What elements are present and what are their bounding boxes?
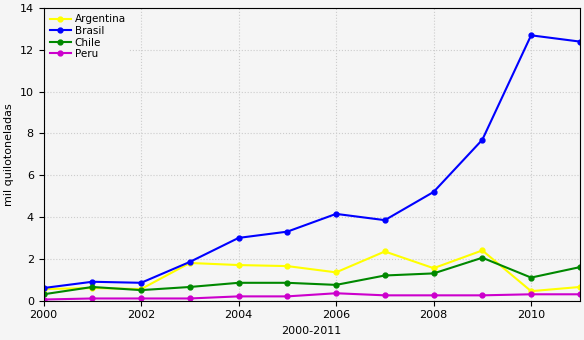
Chile xyxy=(527,275,534,279)
Brasil xyxy=(138,281,145,285)
Chile xyxy=(332,283,339,287)
Argentina xyxy=(138,287,145,291)
Chile xyxy=(479,256,486,260)
Line: Brasil: Brasil xyxy=(41,33,582,290)
Brasil xyxy=(284,230,291,234)
Brasil xyxy=(527,33,534,37)
Line: Chile: Chile xyxy=(41,255,582,297)
Brasil xyxy=(430,190,437,194)
Line: Argentina: Argentina xyxy=(41,248,582,293)
Argentina xyxy=(576,285,583,289)
Brasil xyxy=(89,280,96,284)
Line: Peru: Peru xyxy=(41,291,582,302)
Argentina xyxy=(430,266,437,270)
Peru xyxy=(527,292,534,296)
Argentina xyxy=(284,264,291,268)
Chile xyxy=(381,273,388,277)
Argentina xyxy=(381,250,388,254)
Chile xyxy=(430,271,437,275)
Peru xyxy=(89,296,96,301)
Peru xyxy=(479,293,486,298)
Brasil xyxy=(381,218,388,222)
Peru xyxy=(430,293,437,298)
Peru xyxy=(235,294,242,299)
Argentina xyxy=(479,249,486,253)
Y-axis label: mil quilotoneladas: mil quilotoneladas xyxy=(4,103,14,206)
Argentina xyxy=(235,263,242,267)
Peru xyxy=(576,292,583,296)
Peru xyxy=(138,296,145,301)
Brasil xyxy=(576,39,583,44)
Peru xyxy=(40,298,47,302)
X-axis label: 2000-2011: 2000-2011 xyxy=(281,326,342,336)
Brasil xyxy=(235,236,242,240)
Argentina xyxy=(186,261,193,265)
Chile xyxy=(89,285,96,289)
Argentina xyxy=(332,270,339,274)
Argentina xyxy=(527,289,534,293)
Chile xyxy=(284,281,291,285)
Chile xyxy=(138,288,145,292)
Peru xyxy=(381,293,388,298)
Chile xyxy=(576,265,583,269)
Chile xyxy=(40,292,47,296)
Argentina xyxy=(89,286,96,290)
Legend: Argentina, Brasil, Chile, Peru: Argentina, Brasil, Chile, Peru xyxy=(47,11,129,62)
Brasil xyxy=(479,138,486,142)
Chile xyxy=(235,281,242,285)
Argentina xyxy=(40,287,47,291)
Chile xyxy=(186,285,193,289)
Brasil xyxy=(186,260,193,264)
Brasil xyxy=(332,212,339,216)
Peru xyxy=(284,294,291,299)
Brasil xyxy=(40,286,47,290)
Peru xyxy=(186,296,193,301)
Peru xyxy=(332,291,339,295)
